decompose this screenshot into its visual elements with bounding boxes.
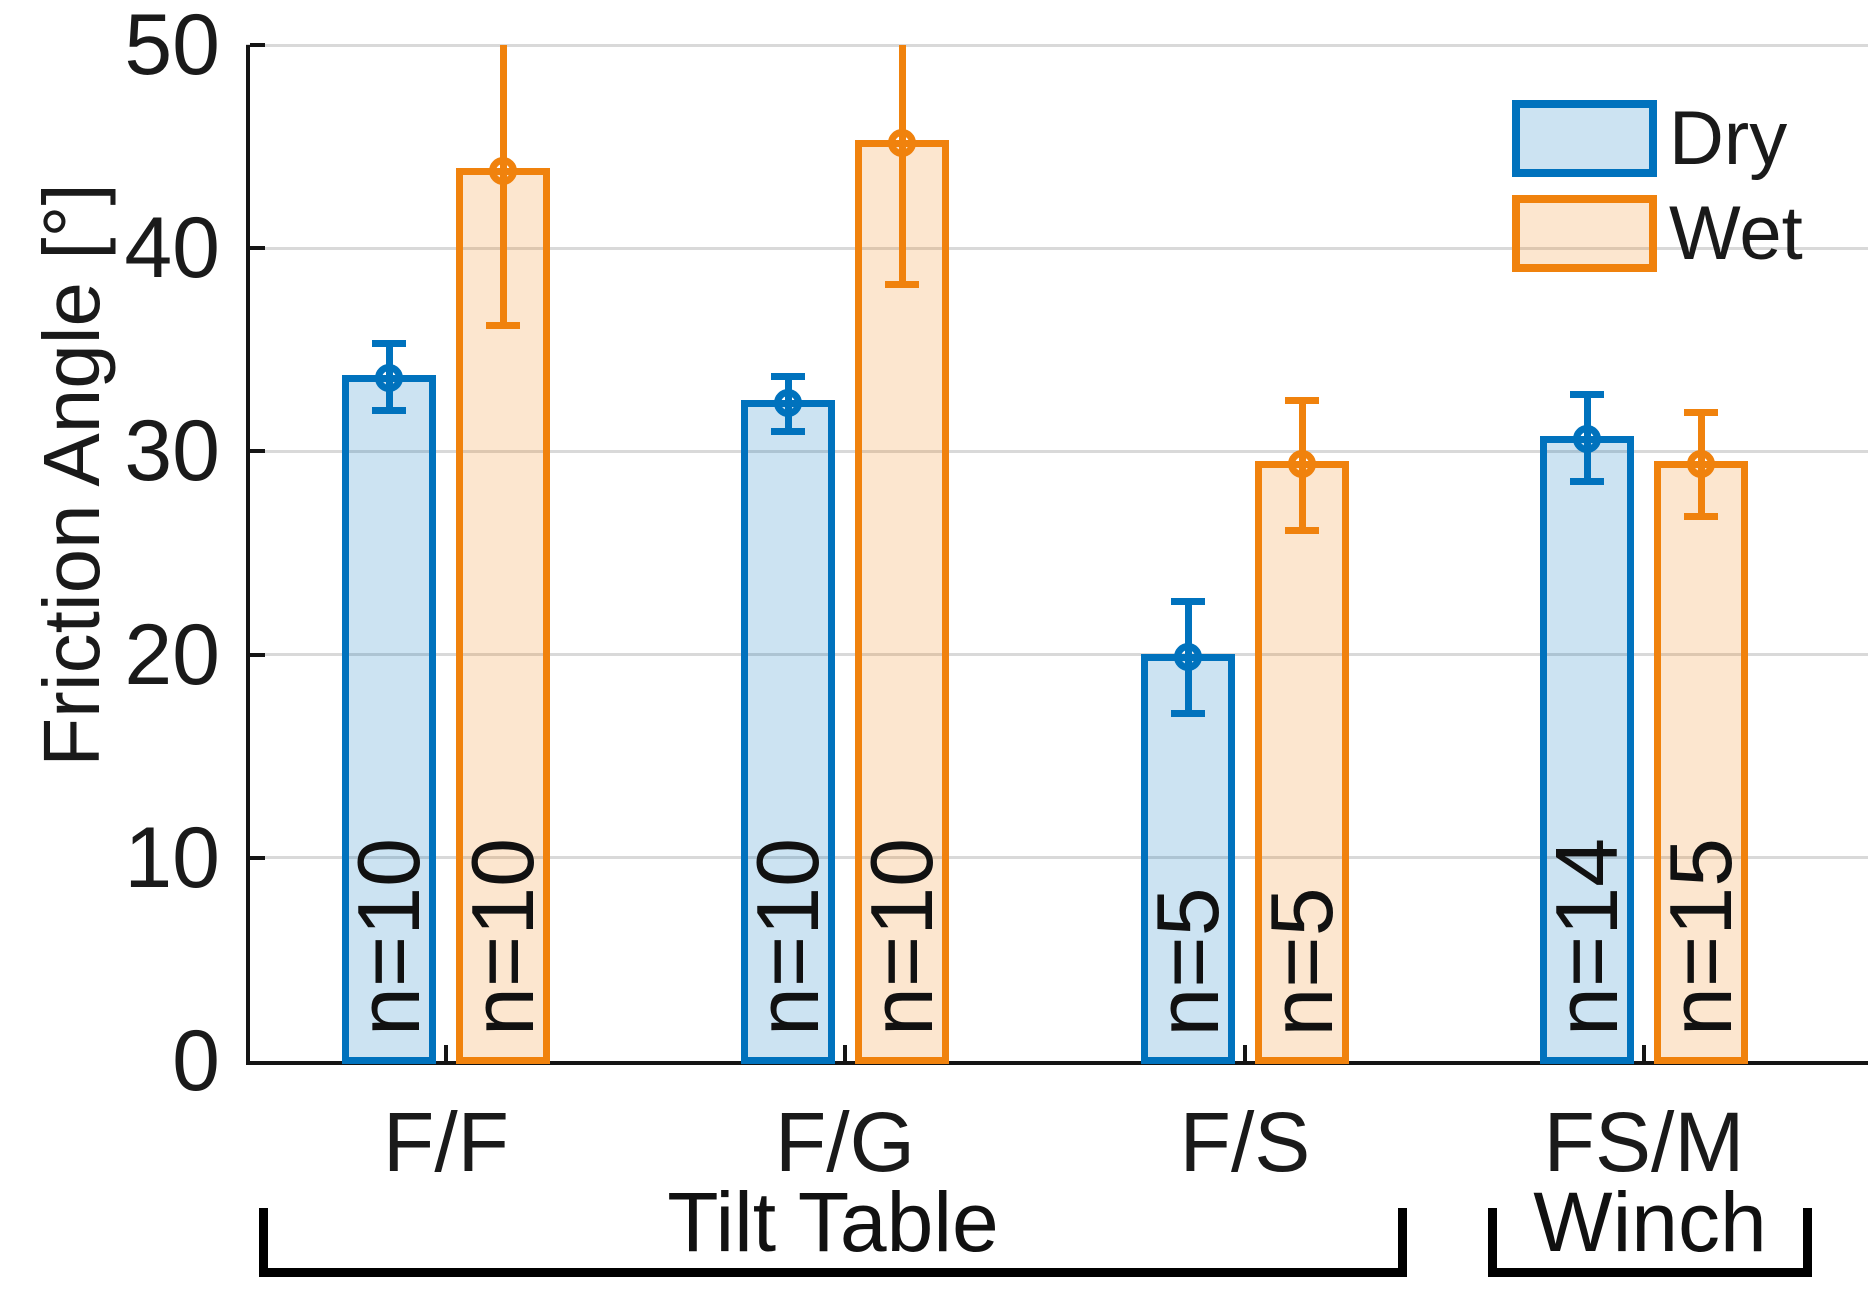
n-label-wet-fs: n=5 (1252, 886, 1351, 1037)
x-tick-mark-fg (843, 1045, 847, 1061)
bar-wet-fs (1255, 460, 1349, 1064)
x-tick-mark-ff (444, 1045, 448, 1061)
gridline-10 (246, 856, 1868, 860)
n-label-dry-ff: n=10 (339, 837, 438, 1037)
gridline-30 (246, 449, 1868, 453)
marker-circle-dry-ff (375, 364, 403, 393)
x-tick-label-fs: F/S (1179, 1095, 1311, 1189)
x-axis-spine (246, 1061, 1868, 1065)
bracket-label-tilttable: Tilt Table (667, 1175, 999, 1269)
errorbar-cap-top-dry-fsm (1570, 391, 1604, 398)
y-tick-mark-10 (250, 855, 265, 860)
n-label-wet-ff: n=10 (453, 837, 552, 1037)
y-axis-title: Friction Angle [°] (27, 183, 116, 767)
gridline-50 (246, 43, 1868, 47)
gridline-40 (246, 246, 1868, 250)
errorbar-cap-bottom-wet-ff (486, 321, 520, 329)
y-tick-mark-50 (250, 43, 265, 47)
errorbar-cap-bottom-wet-fs (1285, 527, 1319, 535)
legend-label-dry: Dry (1669, 95, 1788, 181)
bracket-left-tick-winch (1488, 1208, 1497, 1277)
errorbar-cap-bottom-dry-fs (1171, 710, 1205, 718)
legend-swatch-dry-icon (1512, 100, 1657, 177)
y-tick-label-50: 50 (124, 0, 220, 93)
legend-swatch-wet-icon (1512, 195, 1657, 272)
marker-circle-wet-ff (489, 156, 517, 185)
bar-wet-fsm (1654, 460, 1748, 1064)
errorbar-cap-top-dry-fs (1171, 598, 1205, 606)
bracket-right-tick-winch (1803, 1208, 1812, 1277)
y-tick-label-0: 0 (172, 1013, 220, 1109)
n-label-dry-fs: n=5 (1138, 886, 1237, 1037)
marker-circle-wet-fg (888, 128, 916, 157)
n-label-dry-fsm: n=14 (1537, 837, 1636, 1037)
bar-dry-fsm (1540, 436, 1634, 1064)
errorbar-cap-bottom-wet-fg (885, 281, 919, 289)
legend-entry-wet: Wet (1512, 195, 1803, 272)
y-tick-mark-20 (250, 652, 265, 657)
n-label-wet-fsm: n=15 (1651, 837, 1750, 1037)
x-tick-mark-fs (1243, 1045, 1247, 1061)
bar-wet-fg (855, 139, 949, 1064)
bracket-tilttable (259, 1268, 1407, 1277)
errorbar-cap-bottom-dry-ff (372, 407, 406, 415)
y-tick-label-30: 30 (124, 403, 220, 500)
errorbar-wet-ff (499, 45, 507, 326)
marker-circle-wet-fs (1288, 449, 1316, 478)
marker-circle-dry-fs (1174, 642, 1202, 671)
legend-label-wet: Wet (1669, 190, 1803, 276)
errorbar-cap-top-wet-fs (1285, 397, 1319, 405)
y-tick-label-20: 20 (124, 606, 220, 703)
legend-entry-dry: Dry (1512, 100, 1787, 177)
bar-dry-fg (741, 399, 835, 1064)
errorbar-cap-bottom-dry-fsm (1570, 478, 1604, 486)
errorbar-cap-top-dry-ff (372, 340, 406, 348)
bracket-right-tick-tilttable (1398, 1208, 1407, 1277)
marker-circle-wet-fsm (1687, 449, 1715, 478)
gridline-20 (246, 653, 1868, 657)
y-axis-spine (246, 45, 250, 1065)
n-label-dry-fg: n=10 (738, 837, 837, 1037)
errorbar-wet-fg (898, 45, 906, 285)
x-tick-label-fsm: FS/M (1543, 1095, 1745, 1189)
bracket-label-winch: Winch (1533, 1175, 1767, 1269)
n-label-wet-fg: n=10 (852, 837, 951, 1037)
marker-circle-dry-fsm (1573, 425, 1601, 454)
y-tick-mark-40 (250, 246, 265, 251)
y-tick-label-40: 40 (124, 200, 220, 297)
errorbar-cap-bottom-wet-fsm (1684, 512, 1718, 520)
bracket-winch (1488, 1268, 1812, 1277)
y-tick-mark-30 (250, 449, 265, 454)
x-tick-mark-fsm (1642, 1045, 1646, 1061)
bracket-left-tick-tilttable (259, 1208, 268, 1277)
errorbar-cap-top-wet-fsm (1684, 409, 1718, 417)
x-tick-label-fg: F/G (775, 1095, 915, 1189)
x-tick-label-ff: F/F (383, 1095, 509, 1189)
marker-circle-dry-fg (774, 388, 802, 417)
errorbar-cap-top-dry-fg (771, 372, 805, 380)
y-tick-label-10: 10 (124, 809, 220, 906)
errorbar-cap-bottom-dry-fg (771, 427, 805, 435)
